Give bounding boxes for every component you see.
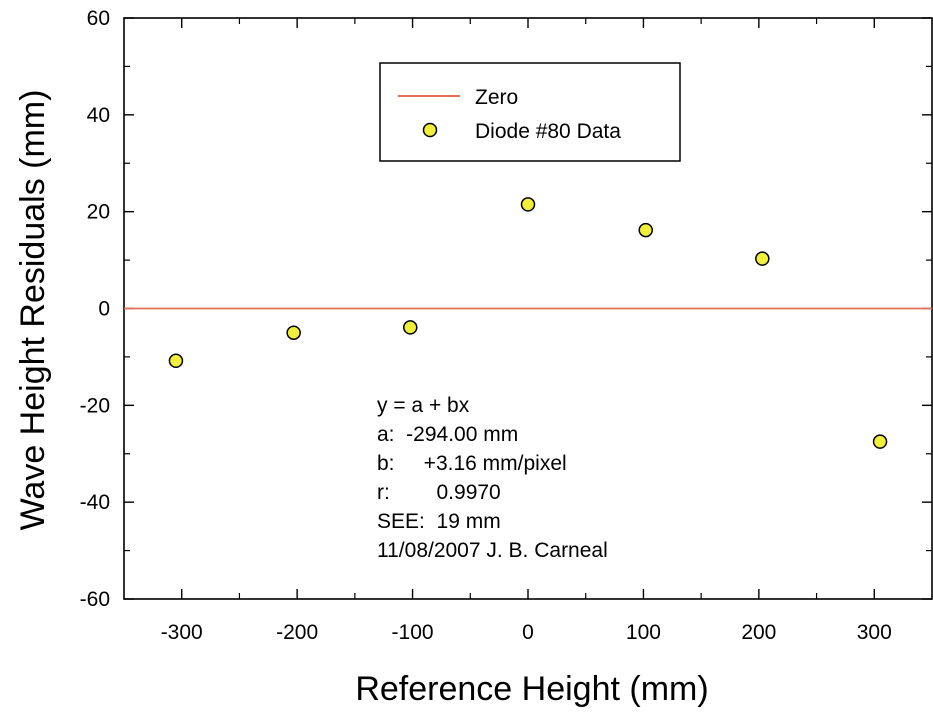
x-tick-label: -100 [392,621,434,644]
annotation-see: SEE: 19 mm [377,510,501,533]
annotation-coef-a: a: -294.00 mm [377,423,518,446]
data-point [403,320,418,335]
legend-marker-swatch [422,122,438,138]
legend-box [379,62,681,162]
x-tick-label: 0 [522,621,534,644]
x-tick-label: -300 [161,621,203,644]
annotation-equation: y = a + bx [377,394,470,417]
y-tick-label: -20 [80,394,110,417]
fit-annotation-block: y = a + bx a: -294.00 mm b: +3.16 mm/pix… [377,394,608,562]
annotation-r: r: 0.9970 [377,481,501,504]
data-point [168,353,184,369]
annotation-author-date: 11/08/2007 J. B. Carneal [377,539,608,562]
y-tick-label: 60 [87,7,110,30]
legend-label-diode-data: Diode #80 Data [475,120,621,143]
data-point [638,222,653,238]
x-tick-label: 300 [857,621,892,644]
annotation-coef-b: b: +3.16 mm/pixel [377,452,567,475]
series-layer [124,197,932,449]
legend-label-zero: Zero [475,86,518,109]
data-point [755,251,770,266]
y-tick-label: -40 [80,491,110,514]
y-axis-title: Wave Height Residuals (mm) [14,90,52,531]
data-point [520,197,536,212]
legend: Zero Diode #80 Data [379,62,681,162]
y-tick-label: -60 [80,588,110,611]
x-tick-label: 200 [741,621,776,644]
y-tick-label: 40 [87,104,110,127]
data-point [872,434,888,449]
x-axis-title: Reference Height (mm) [355,670,708,708]
x-tick-label: -200 [276,621,318,644]
y-tick-label: 0 [98,298,110,321]
axis-ticks [124,17,932,600]
x-tick-label: 100 [626,621,661,644]
data-point [286,325,301,340]
y-tick-label: 20 [87,201,110,224]
